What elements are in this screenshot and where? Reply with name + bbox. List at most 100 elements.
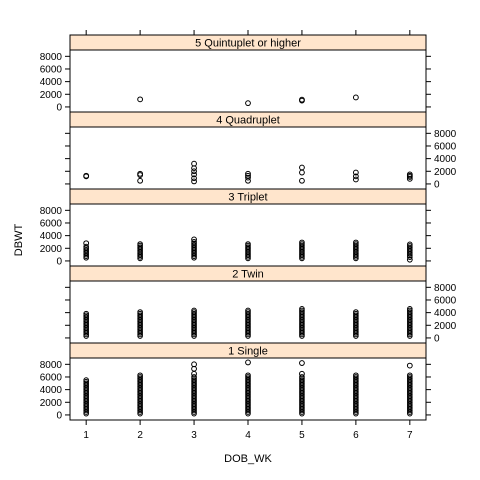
- data-point: [245, 372, 251, 379]
- data-point: [407, 241, 413, 248]
- data-point: [407, 372, 413, 379]
- data-point: [137, 375, 143, 382]
- data-point: [352, 173, 359, 180]
- data-point: [353, 242, 359, 249]
- data-point: [299, 374, 305, 380]
- y-tick-label: 6000: [40, 372, 63, 383]
- point-column: [83, 310, 89, 339]
- data-point: [191, 307, 197, 314]
- point-column: [407, 241, 413, 260]
- y-tick-label: 8000: [40, 206, 63, 217]
- data-point: [137, 170, 144, 177]
- data-point: [406, 362, 413, 369]
- data-point: [299, 377, 305, 383]
- y-tick-label: 4000: [40, 385, 63, 396]
- x-tick-label: 4: [245, 430, 251, 441]
- point-column: [299, 374, 305, 417]
- point-column: [245, 372, 251, 417]
- x-tick-label: 2: [137, 430, 143, 441]
- y-tick-label: 8000: [40, 360, 63, 371]
- data-point: [407, 243, 413, 249]
- y-tick-label: 0: [56, 410, 62, 421]
- panel-strip-label: 4 Quadruplet: [216, 115, 280, 127]
- point-column: [353, 372, 359, 417]
- data-point: [83, 312, 89, 319]
- panel-strip-label: 3 Triplet: [228, 192, 267, 204]
- data-point: [191, 171, 197, 178]
- data-point: [407, 375, 413, 382]
- point-column: [83, 377, 89, 417]
- y-tick-label: 6000: [434, 295, 457, 306]
- data-point: [137, 309, 143, 315]
- data-point: [137, 242, 143, 249]
- y-tick-label: 6000: [40, 218, 63, 229]
- y-tick-label: 4000: [40, 231, 63, 242]
- data-point: [245, 309, 251, 315]
- data-point: [245, 174, 251, 181]
- data-point: [245, 172, 251, 179]
- y-tick-label: 0: [434, 179, 440, 190]
- data-point: [191, 309, 197, 315]
- y-tick-label: 0: [56, 256, 62, 267]
- data-point: [353, 309, 359, 315]
- y-tick-label: 2000: [40, 90, 63, 101]
- data-point: [83, 377, 89, 383]
- data-point: [299, 169, 305, 176]
- data-point: [407, 306, 413, 312]
- data-point: [352, 176, 359, 183]
- panel-strip-label: 1 Single: [228, 346, 268, 358]
- data-point: [353, 372, 359, 379]
- data-point: [406, 171, 413, 178]
- data-point: [191, 310, 197, 317]
- data-point: [245, 100, 251, 107]
- data-point: [137, 177, 144, 184]
- point-column: [353, 239, 359, 262]
- point-column: [137, 241, 143, 262]
- data-point: [245, 242, 251, 249]
- data-point: [353, 241, 359, 247]
- point-column: [137, 372, 143, 417]
- data-point: [353, 375, 359, 382]
- y-tick-label: 4000: [434, 308, 457, 319]
- data-point: [245, 244, 251, 251]
- point-column: [83, 243, 89, 261]
- data-point: [407, 244, 413, 251]
- data-point: [245, 241, 251, 247]
- data-point: [191, 242, 197, 248]
- data-point: [353, 312, 359, 319]
- data-point: [245, 375, 251, 382]
- point-column: [245, 241, 251, 262]
- data-point: [245, 374, 251, 380]
- data-point: [299, 307, 305, 314]
- y-tick-label: 2000: [434, 167, 457, 178]
- data-point: [191, 175, 197, 182]
- data-point: [245, 307, 251, 314]
- data-point: [245, 359, 251, 366]
- data-point: [299, 306, 305, 312]
- data-point: [191, 377, 197, 383]
- data-point: [191, 361, 197, 368]
- data-point: [137, 312, 143, 319]
- point-column: [191, 238, 197, 261]
- y-tick-label: 6000: [40, 64, 63, 75]
- data-point: [245, 170, 251, 177]
- data-point: [137, 96, 144, 103]
- data-point: [191, 370, 197, 377]
- x-axis-label: DOB_WK: [224, 453, 272, 465]
- y-tick-label: 4000: [434, 154, 457, 165]
- x-tick-label: 5: [299, 430, 305, 441]
- data-point: [137, 374, 143, 380]
- data-point: [137, 241, 143, 247]
- data-point: [299, 241, 305, 247]
- point-column: [353, 309, 359, 339]
- data-point: [407, 309, 413, 315]
- point-column: [245, 307, 251, 339]
- data-point: [191, 238, 197, 245]
- panel-strip-label: 2 Twin: [232, 269, 264, 281]
- data-point: [299, 309, 305, 315]
- panels-layer: 5 Quintuplet or higher020004000600080004…: [40, 30, 457, 441]
- data-point: [407, 374, 413, 380]
- point-column: [191, 374, 197, 417]
